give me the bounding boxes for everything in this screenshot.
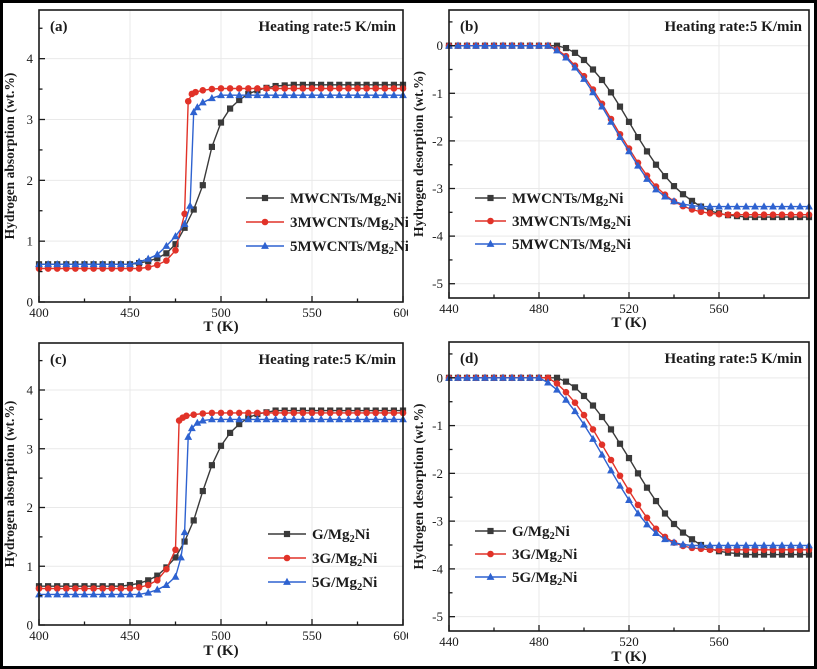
series-5g-mg-ni xyxy=(35,415,407,598)
legend: G/Mg2Ni 3G/Mg2Ni 5G/Mg2Ni xyxy=(475,524,577,588)
panel-b-chart: 440 480 520 560 0 -1 -2 -3 -4 -5 T (K) Hydrogen des… xyxy=(411,9,813,331)
legend-label: G/Mg2Ni xyxy=(312,527,370,545)
x-tick-label: 560 xyxy=(709,301,729,316)
y-tick-label: -2 xyxy=(432,133,443,148)
annotation-heating-rate: Heating rate:5 K/min xyxy=(259,19,397,35)
axis-ticks xyxy=(38,27,404,303)
legend: MWCNTs/Mg2Ni 3MWCNTs/Mg2Ni 5MWCNTs/Mg2Ni xyxy=(475,191,631,255)
panel-c-chart: 400 450 500 550 600 0 1 2 3 4 T (K) Hydrogen absorp… xyxy=(2,342,408,659)
x-tick-label: 440 xyxy=(439,301,459,316)
y-axis-title: Hydrogen absorption (wt.%) xyxy=(2,73,17,240)
x-tick-label: 440 xyxy=(439,634,459,649)
y-axis-title: Hydrogen desorption (wt.%) xyxy=(411,404,426,570)
y-tick-label: 0 xyxy=(27,295,34,310)
panel-d-chart: 440 480 520 560 0 -1 -2 -3 -4 -5 T (K) Hydrogen des… xyxy=(411,341,813,665)
x-axis-title: T (K) xyxy=(203,319,238,334)
legend-label: 5MWCNTs/Mg2Ni xyxy=(290,239,408,257)
annotation-heating-rate: Heating rate:5 K/min xyxy=(665,19,803,35)
y-tick-label: 4 xyxy=(27,383,34,398)
series-5mwcnts-mg-ni xyxy=(35,90,407,268)
y-tick-label: -4 xyxy=(432,229,443,244)
gridlines xyxy=(38,10,404,303)
series-5mwcnts-mg-ni xyxy=(445,41,813,210)
panel-label: (b) xyxy=(460,19,478,35)
x-tick-label: 500 xyxy=(211,628,231,643)
x-tick-label: 520 xyxy=(619,301,639,316)
x-axis-title: T (K) xyxy=(611,649,646,665)
series-5g-mg-ni xyxy=(445,373,813,549)
legend: G/Mg2Ni 3G/Mg2Ni 5G/Mg2Ni xyxy=(268,527,377,593)
y-tick-label: 1 xyxy=(27,234,34,249)
y-tick-label: 1 xyxy=(27,559,34,574)
panel-a-chart: 400 450 500 550 600 0 1 2 3 4 T (K) Hydrogen absorp… xyxy=(2,9,408,334)
legend-label: 5G/Mg2Ni xyxy=(312,575,377,593)
axis-ticks xyxy=(448,21,765,298)
x-tick-label: 520 xyxy=(619,634,639,649)
legend-label: MWCNTs/Mg2Ni xyxy=(290,191,401,209)
axis-ticks xyxy=(448,353,765,631)
y-tick-label: 2 xyxy=(27,173,34,188)
x-tick-label: 600 xyxy=(393,305,408,320)
y-tick-label: -3 xyxy=(432,514,443,529)
gridlines xyxy=(448,342,809,631)
x-tick-label: 560 xyxy=(709,634,729,649)
x-tick-label: 450 xyxy=(120,628,140,643)
x-tick-label: 600 xyxy=(393,628,408,643)
legend: MWCNTs/Mg2Ni 3MWCNTs/Mg2Ni 5MWCNTs/Mg2Ni xyxy=(246,191,408,257)
y-tick-label: 4 xyxy=(27,51,34,66)
y-tick-label: -1 xyxy=(432,86,443,101)
legend-label: 5MWCNTs/Mg2Ni xyxy=(512,237,631,255)
legend-label: 3MWCNTs/Mg2Ni xyxy=(290,215,408,233)
y-axis-title: Hydrogen absorption (wt.%) xyxy=(2,401,17,568)
y-tick-label: 0 xyxy=(27,618,34,633)
y-tick-label: 3 xyxy=(27,441,34,456)
x-tick-label: 400 xyxy=(29,305,49,320)
panel-label: (c) xyxy=(50,352,67,368)
series-3g-mg-ni xyxy=(35,409,407,592)
annotation-heating-rate: Heating rate:5 K/min xyxy=(259,352,397,368)
legend-label: G/Mg2Ni xyxy=(512,524,570,542)
x-tick-label: 550 xyxy=(302,305,322,320)
x-tick-label: 480 xyxy=(529,301,549,316)
y-axis-title: Hydrogen desorption (wt.%) xyxy=(411,71,426,237)
y-tick-label: -1 xyxy=(432,418,443,433)
legend-label: 3G/Mg2Ni xyxy=(312,551,377,569)
panel-label: (a) xyxy=(50,19,68,35)
panel-label: (d) xyxy=(460,351,478,367)
y-tick-label: -5 xyxy=(432,609,443,624)
y-tick-label: -2 xyxy=(432,466,443,481)
axis-ticks xyxy=(38,359,404,626)
legend-label: MWCNTs/Mg2Ni xyxy=(512,191,623,209)
x-axis-title: T (K) xyxy=(611,315,646,331)
x-tick-label: 500 xyxy=(211,305,231,320)
x-tick-label: 550 xyxy=(302,628,322,643)
y-tick-label: -3 xyxy=(432,181,443,196)
x-axis-title: T (K) xyxy=(203,643,238,659)
y-tick-label: 2 xyxy=(27,500,34,515)
y-tick-label: 0 xyxy=(437,38,444,53)
annotation-heating-rate: Heating rate:5 K/min xyxy=(665,351,803,367)
legend-label: 3MWCNTs/Mg2Ni xyxy=(512,214,631,232)
y-tick-label: 3 xyxy=(27,112,34,127)
x-tick-label: 450 xyxy=(120,305,140,320)
legend-label: 3G/Mg2Ni xyxy=(512,547,577,565)
y-tick-label: 0 xyxy=(437,370,444,385)
legend-label: 5G/Mg2Ni xyxy=(512,570,577,588)
y-tick-label: -4 xyxy=(432,561,443,576)
x-tick-label: 400 xyxy=(29,628,49,643)
y-tick-label: -5 xyxy=(432,276,443,291)
x-tick-label: 480 xyxy=(529,634,549,649)
